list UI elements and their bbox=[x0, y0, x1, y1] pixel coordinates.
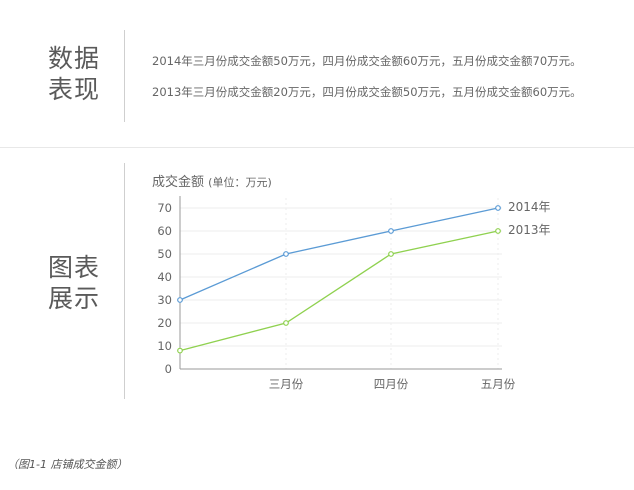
legend-label: 2013年 bbox=[508, 223, 551, 237]
data-point bbox=[177, 347, 183, 354]
y-tick-label: 40 bbox=[157, 270, 172, 284]
divider-vertical-top bbox=[124, 30, 125, 122]
legend-label: 2014年 bbox=[508, 200, 551, 214]
data-point bbox=[388, 251, 394, 257]
y-tick-label: 10 bbox=[157, 339, 172, 353]
section-label-data-line1: 数据 bbox=[48, 44, 101, 73]
divider-vertical-bottom bbox=[124, 163, 125, 399]
data-point bbox=[177, 297, 183, 303]
x-tick-label: 三月份 bbox=[269, 377, 304, 391]
series-line-0 bbox=[179, 207, 499, 301]
data-point bbox=[283, 320, 289, 326]
y-tick-label: 70 bbox=[157, 201, 172, 215]
chart-unit-label: (单位：万元) bbox=[208, 176, 272, 189]
y-tick-label: 0 bbox=[165, 362, 172, 376]
section-label-data-line2: 表现 bbox=[48, 75, 101, 104]
y-tick-label: 60 bbox=[157, 224, 172, 238]
figure-caption: （图1-1 店铺成交金额） bbox=[7, 458, 128, 471]
y-tick-label: 30 bbox=[157, 293, 172, 307]
section-label-chart-line2: 展示 bbox=[48, 284, 101, 313]
data-point bbox=[283, 251, 289, 257]
divider-horizontal bbox=[0, 147, 634, 148]
x-tick-label: 五月份 bbox=[481, 377, 516, 391]
section-label-data: 数据 表现 bbox=[48, 43, 112, 105]
data-point bbox=[388, 228, 394, 234]
section-label-chart-line1: 图表 bbox=[48, 253, 101, 282]
data-point bbox=[495, 228, 501, 234]
chart-title: 成交金额 (单位：万元) bbox=[152, 171, 272, 190]
chart-title-text: 成交金额 bbox=[152, 175, 205, 190]
y-tick-label: 50 bbox=[157, 247, 172, 261]
stat-line-2014: 2014年三月份成交金额50万元，四月份成交金额60万元，五月份成交金额70万元… bbox=[152, 54, 582, 68]
y-tick-label: 20 bbox=[157, 316, 172, 330]
section-label-chart: 图表 展示 bbox=[48, 252, 112, 314]
data-point bbox=[495, 205, 501, 211]
stat-line-2013: 2013年三月份成交金额20万元，四月份成交金额50万元，五月份成交金额60万元… bbox=[152, 85, 582, 99]
x-tick-label: 四月份 bbox=[374, 377, 409, 391]
series-line-1 bbox=[179, 230, 499, 352]
